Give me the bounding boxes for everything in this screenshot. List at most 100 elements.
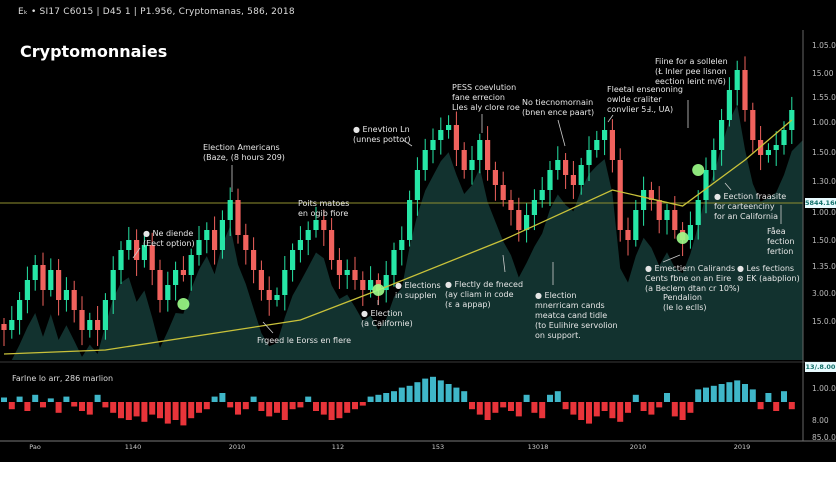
oscillator-bar-up — [547, 394, 553, 402]
annotation-line: ● Les fections — [737, 264, 795, 273]
candle-up — [305, 230, 311, 240]
candle-up — [118, 250, 124, 270]
y-tick-label: 1.50.00 — [812, 148, 836, 157]
annotation-line: (to Eulihire servolion — [535, 321, 618, 330]
y-tick-label: 1.05.0 — [812, 41, 836, 50]
oscillator-bar-down — [297, 402, 304, 408]
candle-down — [71, 290, 77, 310]
candle-down — [157, 270, 163, 300]
candles — [1, 56, 795, 346]
oscillator-bar-down — [593, 402, 600, 417]
annotation-line: for carteenciny — [714, 202, 775, 211]
candle-up — [24, 280, 30, 300]
oscillator-bar-down — [157, 402, 163, 419]
candle-up — [773, 145, 779, 150]
oscillator-bar-down — [180, 402, 187, 426]
oscillator-bar-down — [757, 402, 764, 410]
annotation-line: mnerricam cands — [535, 301, 605, 310]
candle-down — [336, 260, 342, 275]
candle-up — [633, 210, 639, 240]
oscillator-title: Farlne lo arr, 286 marlion — [12, 374, 114, 383]
oscillator-bar-down — [289, 402, 296, 410]
oscillator-bar-down — [648, 402, 655, 415]
annotation-line: eection leint m/6) — [655, 77, 726, 86]
oscillator-bar-up — [383, 393, 390, 402]
oscillator-bar-up — [726, 382, 733, 402]
oscillator-bar-down — [531, 402, 538, 413]
annotation-pess-coevlution: PESS coevlution fane errecion Lles aly clo… — [452, 83, 520, 113]
oscillator-bar-down — [118, 402, 124, 419]
y-tick-label: 1.55.00 — [812, 93, 836, 102]
annotation-line: meatca cand tidle — [535, 311, 608, 320]
candle-down — [672, 210, 678, 230]
oscillator-bar-down — [601, 402, 608, 411]
candle-down — [321, 220, 327, 230]
annotation-line: ⊗ EK (aabplion) — [737, 274, 800, 283]
candle-up — [734, 70, 740, 90]
annotation-eection-fraasite: ● Eection fraasite for carteenciny for an … — [714, 192, 786, 222]
oscillator-bar-down — [609, 402, 616, 419]
candle-down — [258, 270, 264, 290]
candle-up — [297, 240, 303, 250]
annotation-line: convlier 5Ⅎ., UA) — [607, 105, 674, 114]
oscillator-bar-down — [281, 402, 288, 420]
annotation-line: Poits matoes — [298, 199, 350, 208]
x-tick-label: Pao — [29, 443, 41, 451]
oscillator-bar-up — [734, 380, 741, 402]
oscillator-bar-up — [632, 394, 639, 402]
oscillator-bar-up — [398, 387, 405, 402]
annotation-election-support: ● Election mnerricam cands meatca cand tid… — [535, 291, 618, 341]
y-tick-label: 1.35.00 — [812, 262, 836, 271]
annotation-line: ● Emectiern Calirands — [645, 264, 736, 273]
candle-up — [313, 220, 319, 230]
oscillator-bar-down — [149, 402, 156, 415]
oscillator-bar-down — [110, 402, 117, 413]
annotation-line: ● Election — [361, 309, 403, 318]
annotation-line: (Baze, (8 hours 209) — [203, 153, 285, 162]
oscillator-bar-down — [671, 402, 678, 417]
oscillator-bar-down — [102, 402, 109, 408]
candle-up — [48, 270, 54, 290]
candle-down — [180, 270, 186, 275]
candle-down — [243, 235, 249, 250]
annotation-line: in supplen — [395, 291, 437, 300]
oscillator-bar-up — [695, 389, 702, 402]
osc-tick-label: 8.00 — [812, 416, 829, 425]
annotation-line: Fiine for a sollelen — [655, 57, 728, 66]
annotation-line: (Eect option) — [143, 239, 195, 248]
annotation-line: Fåea — [767, 227, 786, 236]
oscillator-bar-down — [125, 402, 132, 420]
annotation-line: owlde craliter — [607, 95, 662, 104]
candle-up — [282, 270, 288, 295]
candle-up — [399, 240, 405, 250]
candle-up — [227, 200, 233, 220]
candle-up — [126, 240, 132, 250]
annotation-elections-supplen: ● Elections in supplen — [395, 281, 441, 301]
candle-up — [102, 300, 108, 330]
oscillator-bar-down — [656, 402, 663, 408]
candle-up — [17, 300, 23, 320]
oscillator-bar-down — [359, 402, 366, 406]
candle-up — [555, 160, 561, 170]
candle-down — [79, 310, 85, 330]
y-tick-label: 3.00.00 — [812, 289, 836, 298]
oscillator-bar-down — [313, 402, 319, 411]
candle-up — [578, 165, 584, 185]
candle-up — [586, 150, 592, 165]
candle-up — [219, 220, 225, 250]
oscillator-bar-down — [476, 402, 483, 415]
osc-tick-label: 85.0.00 — [812, 433, 836, 442]
oscillator-bar-down — [562, 402, 569, 410]
annotation-line: fane errecion — [452, 93, 505, 102]
candle-down — [570, 175, 576, 185]
y-tick-label: 1.00.00 — [812, 208, 836, 217]
annotation-line: (ay cliam in code — [445, 290, 514, 299]
candle-down — [453, 125, 459, 150]
candle-down — [251, 250, 257, 270]
candle-up — [141, 245, 147, 260]
candle-down — [742, 70, 748, 110]
x-tick-label: 2019 — [733, 443, 751, 451]
oscillator-bar-up — [16, 396, 23, 402]
cloud-area — [0, 104, 803, 360]
